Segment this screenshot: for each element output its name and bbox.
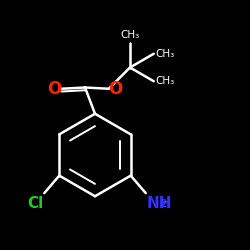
Text: NH: NH [146,196,172,211]
Text: CH₃: CH₃ [155,76,174,86]
Text: CH₃: CH₃ [155,49,174,59]
Text: O: O [48,80,62,98]
Text: CH₃: CH₃ [120,30,140,40]
Text: O: O [108,80,123,98]
Text: Cl: Cl [27,196,43,211]
Text: 2: 2 [159,198,167,208]
